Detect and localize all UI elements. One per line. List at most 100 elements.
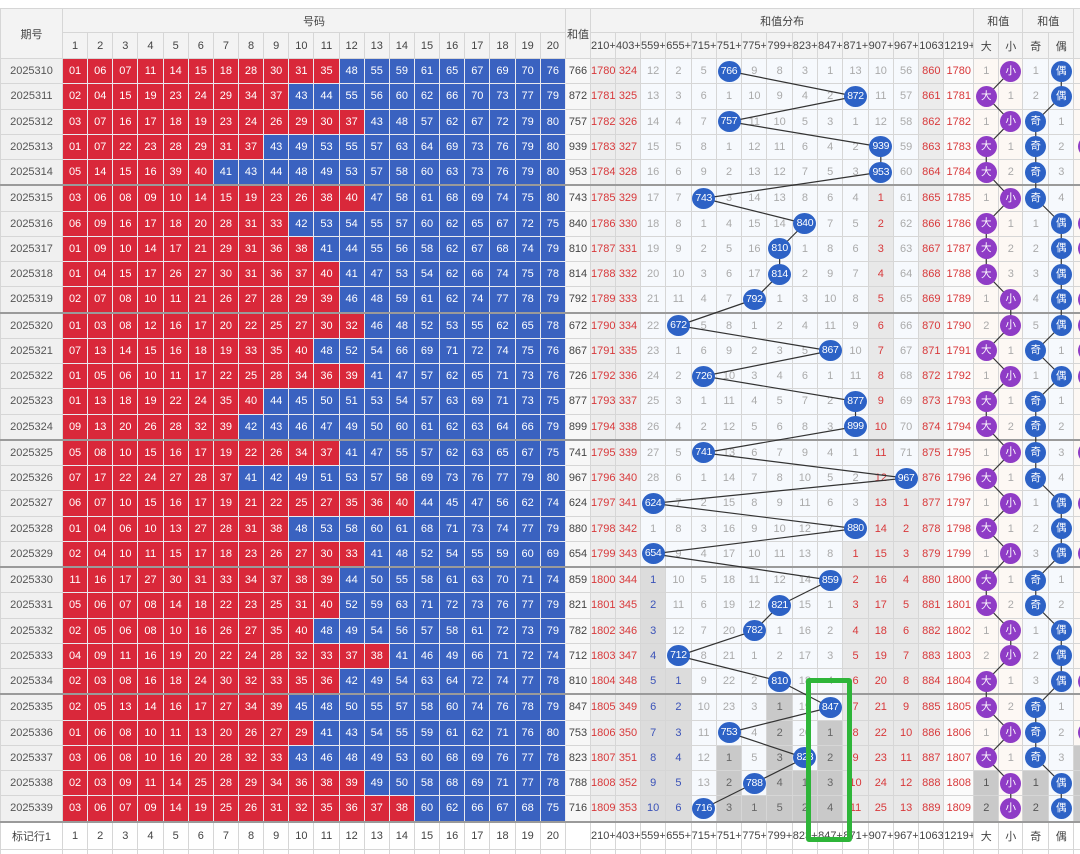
marker-number[interactable]: 8 — [237, 848, 265, 854]
marker-number[interactable]: 1 — [61, 821, 89, 850]
omission-403: 351 — [615, 744, 641, 772]
dist-cell: 11 — [715, 388, 743, 415]
marker-dist[interactable]: 1219+ — [943, 848, 975, 854]
drawn-number: 42 — [338, 668, 365, 696]
marker-number[interactable]: 18 — [489, 821, 516, 850]
marker-number[interactable]: 4 — [137, 821, 164, 850]
marker-number[interactable]: 11 — [313, 821, 340, 850]
drawn-number: 07 — [112, 592, 139, 619]
marker-dist[interactable]: 751+ — [715, 821, 743, 850]
marker-bs[interactable]: 大 — [973, 848, 1000, 854]
marker-number[interactable]: 14 — [388, 848, 415, 854]
marker-dist[interactable]: 799+ — [766, 848, 793, 854]
marker-dist[interactable]: 559+ — [639, 821, 667, 850]
marker-number[interactable]: 15 — [413, 821, 441, 850]
marker-number[interactable]: 10 — [288, 821, 315, 850]
marker-dist[interactable]: 907+ — [867, 848, 894, 854]
marker-dist[interactable]: 799+ — [766, 821, 793, 850]
marker-dist[interactable]: 210+ — [590, 848, 616, 854]
marker-dist[interactable]: 1063+ — [918, 848, 945, 854]
omission-403: 335 — [615, 337, 641, 365]
issue-number: 2025334 — [0, 668, 63, 696]
marker-dist[interactable]: 210+ — [590, 821, 616, 850]
marker-number[interactable]: 9 — [263, 821, 290, 850]
drawn-number: 57 — [413, 388, 441, 415]
drawn-number: 36 — [263, 260, 290, 288]
marker-number[interactable]: 3 — [112, 848, 139, 854]
marker-dist[interactable]: 967+ — [892, 821, 920, 850]
marker-dist[interactable]: 655+ — [665, 821, 692, 850]
marker-number[interactable]: 13 — [363, 821, 390, 850]
marker-dist[interactable]: 1063+ — [918, 821, 945, 850]
marker-number[interactable]: 12 — [338, 848, 365, 854]
marker-number[interactable]: 19 — [514, 821, 541, 850]
marker-dist[interactable]: 559+ — [639, 848, 667, 854]
marker-number[interactable]: 13 — [363, 848, 390, 854]
sum-value: 877 — [565, 388, 591, 415]
marker-number[interactable]: 18 — [489, 848, 516, 854]
marker-oe[interactable]: 奇 — [1022, 821, 1050, 850]
marker-number[interactable]: 7 — [212, 848, 239, 854]
marker-number[interactable]: 9 — [263, 848, 290, 854]
marker-dist[interactable]: 823+ — [791, 848, 819, 854]
marker-dist[interactable]: 775+ — [741, 821, 768, 850]
drawn-number: 38 — [313, 184, 340, 212]
marker-number[interactable]: 6 — [187, 848, 214, 854]
bs-cell: 2 — [998, 235, 1024, 263]
drawn-number: 59 — [388, 57, 415, 85]
marker-number[interactable]: 3 — [112, 821, 139, 850]
marker-number[interactable]: 20 — [539, 821, 567, 850]
sum-hit-ball: 967 — [894, 467, 918, 489]
marker-number[interactable]: 10 — [288, 848, 315, 854]
marker-bs[interactable]: 大 — [973, 821, 1000, 850]
marker-number[interactable]: 12 — [338, 821, 365, 850]
marker-dist[interactable]: 715+ — [690, 821, 717, 850]
drawn-number: 43 — [237, 159, 265, 187]
marker-dist[interactable]: 847+ — [817, 848, 844, 854]
drawn-number: 64 — [413, 133, 441, 161]
issue-number: 2025328 — [0, 515, 63, 542]
omission-1219: 1796 — [943, 464, 975, 492]
marker-number[interactable]: 5 — [162, 821, 189, 850]
marker-number[interactable]: 19 — [514, 848, 541, 854]
marker-oe[interactable]: 奇 — [1022, 848, 1050, 854]
marker-number[interactable]: 1 — [61, 848, 89, 854]
omission-403: 328 — [615, 159, 641, 187]
marker-number[interactable]: 15 — [413, 848, 441, 854]
marker-dist[interactable]: 871+ — [842, 848, 869, 854]
marker-dist[interactable]: 967+ — [892, 848, 920, 854]
marker-number[interactable]: 7 — [212, 821, 239, 850]
marker-dist[interactable]: 751+ — [715, 848, 743, 854]
marker-oe[interactable]: 偶 — [1048, 848, 1075, 854]
marker-bs[interactable]: 小 — [998, 848, 1024, 854]
marker-dist[interactable]: 403+ — [615, 848, 641, 854]
marker-number[interactable]: 8 — [237, 821, 265, 850]
dist-cell: 6 — [665, 159, 692, 187]
marker-number[interactable]: 20 — [539, 848, 567, 854]
marker-number[interactable]: 17 — [464, 848, 491, 854]
marker-number[interactable]: 14 — [388, 821, 415, 850]
marker-number[interactable]: 6 — [187, 821, 214, 850]
marker-dist[interactable]: 907+ — [867, 821, 894, 850]
marker-number[interactable]: 2 — [87, 821, 114, 850]
marker-dist[interactable]: 775+ — [741, 848, 768, 854]
drawn-number: 08 — [112, 668, 139, 696]
marker-number[interactable]: 4 — [137, 848, 164, 854]
marker-number[interactable]: 5 — [162, 848, 189, 854]
marker-dist[interactable]: 1219+ — [943, 821, 975, 850]
marker-number[interactable]: 11 — [313, 848, 340, 854]
marker-number[interactable]: 16 — [439, 821, 466, 850]
marker-number[interactable]: 2 — [87, 848, 114, 854]
marker-number[interactable]: 16 — [439, 848, 466, 854]
marker-dist[interactable]: 715+ — [690, 848, 717, 854]
marker-dist[interactable]: 871+ — [842, 821, 869, 850]
marker-dist[interactable]: 655+ — [665, 848, 692, 854]
marker-bs[interactable]: 小 — [998, 821, 1024, 850]
drawn-number: 61 — [464, 617, 491, 644]
drawn-number: 16 — [112, 210, 139, 237]
marker-number[interactable]: 17 — [464, 821, 491, 850]
marker-dist[interactable]: 823+ — [791, 821, 819, 850]
marker-dist[interactable]: 847+ — [817, 821, 844, 850]
marker-oe[interactable]: 偶 — [1048, 821, 1075, 850]
marker-dist[interactable]: 403+ — [615, 821, 641, 850]
